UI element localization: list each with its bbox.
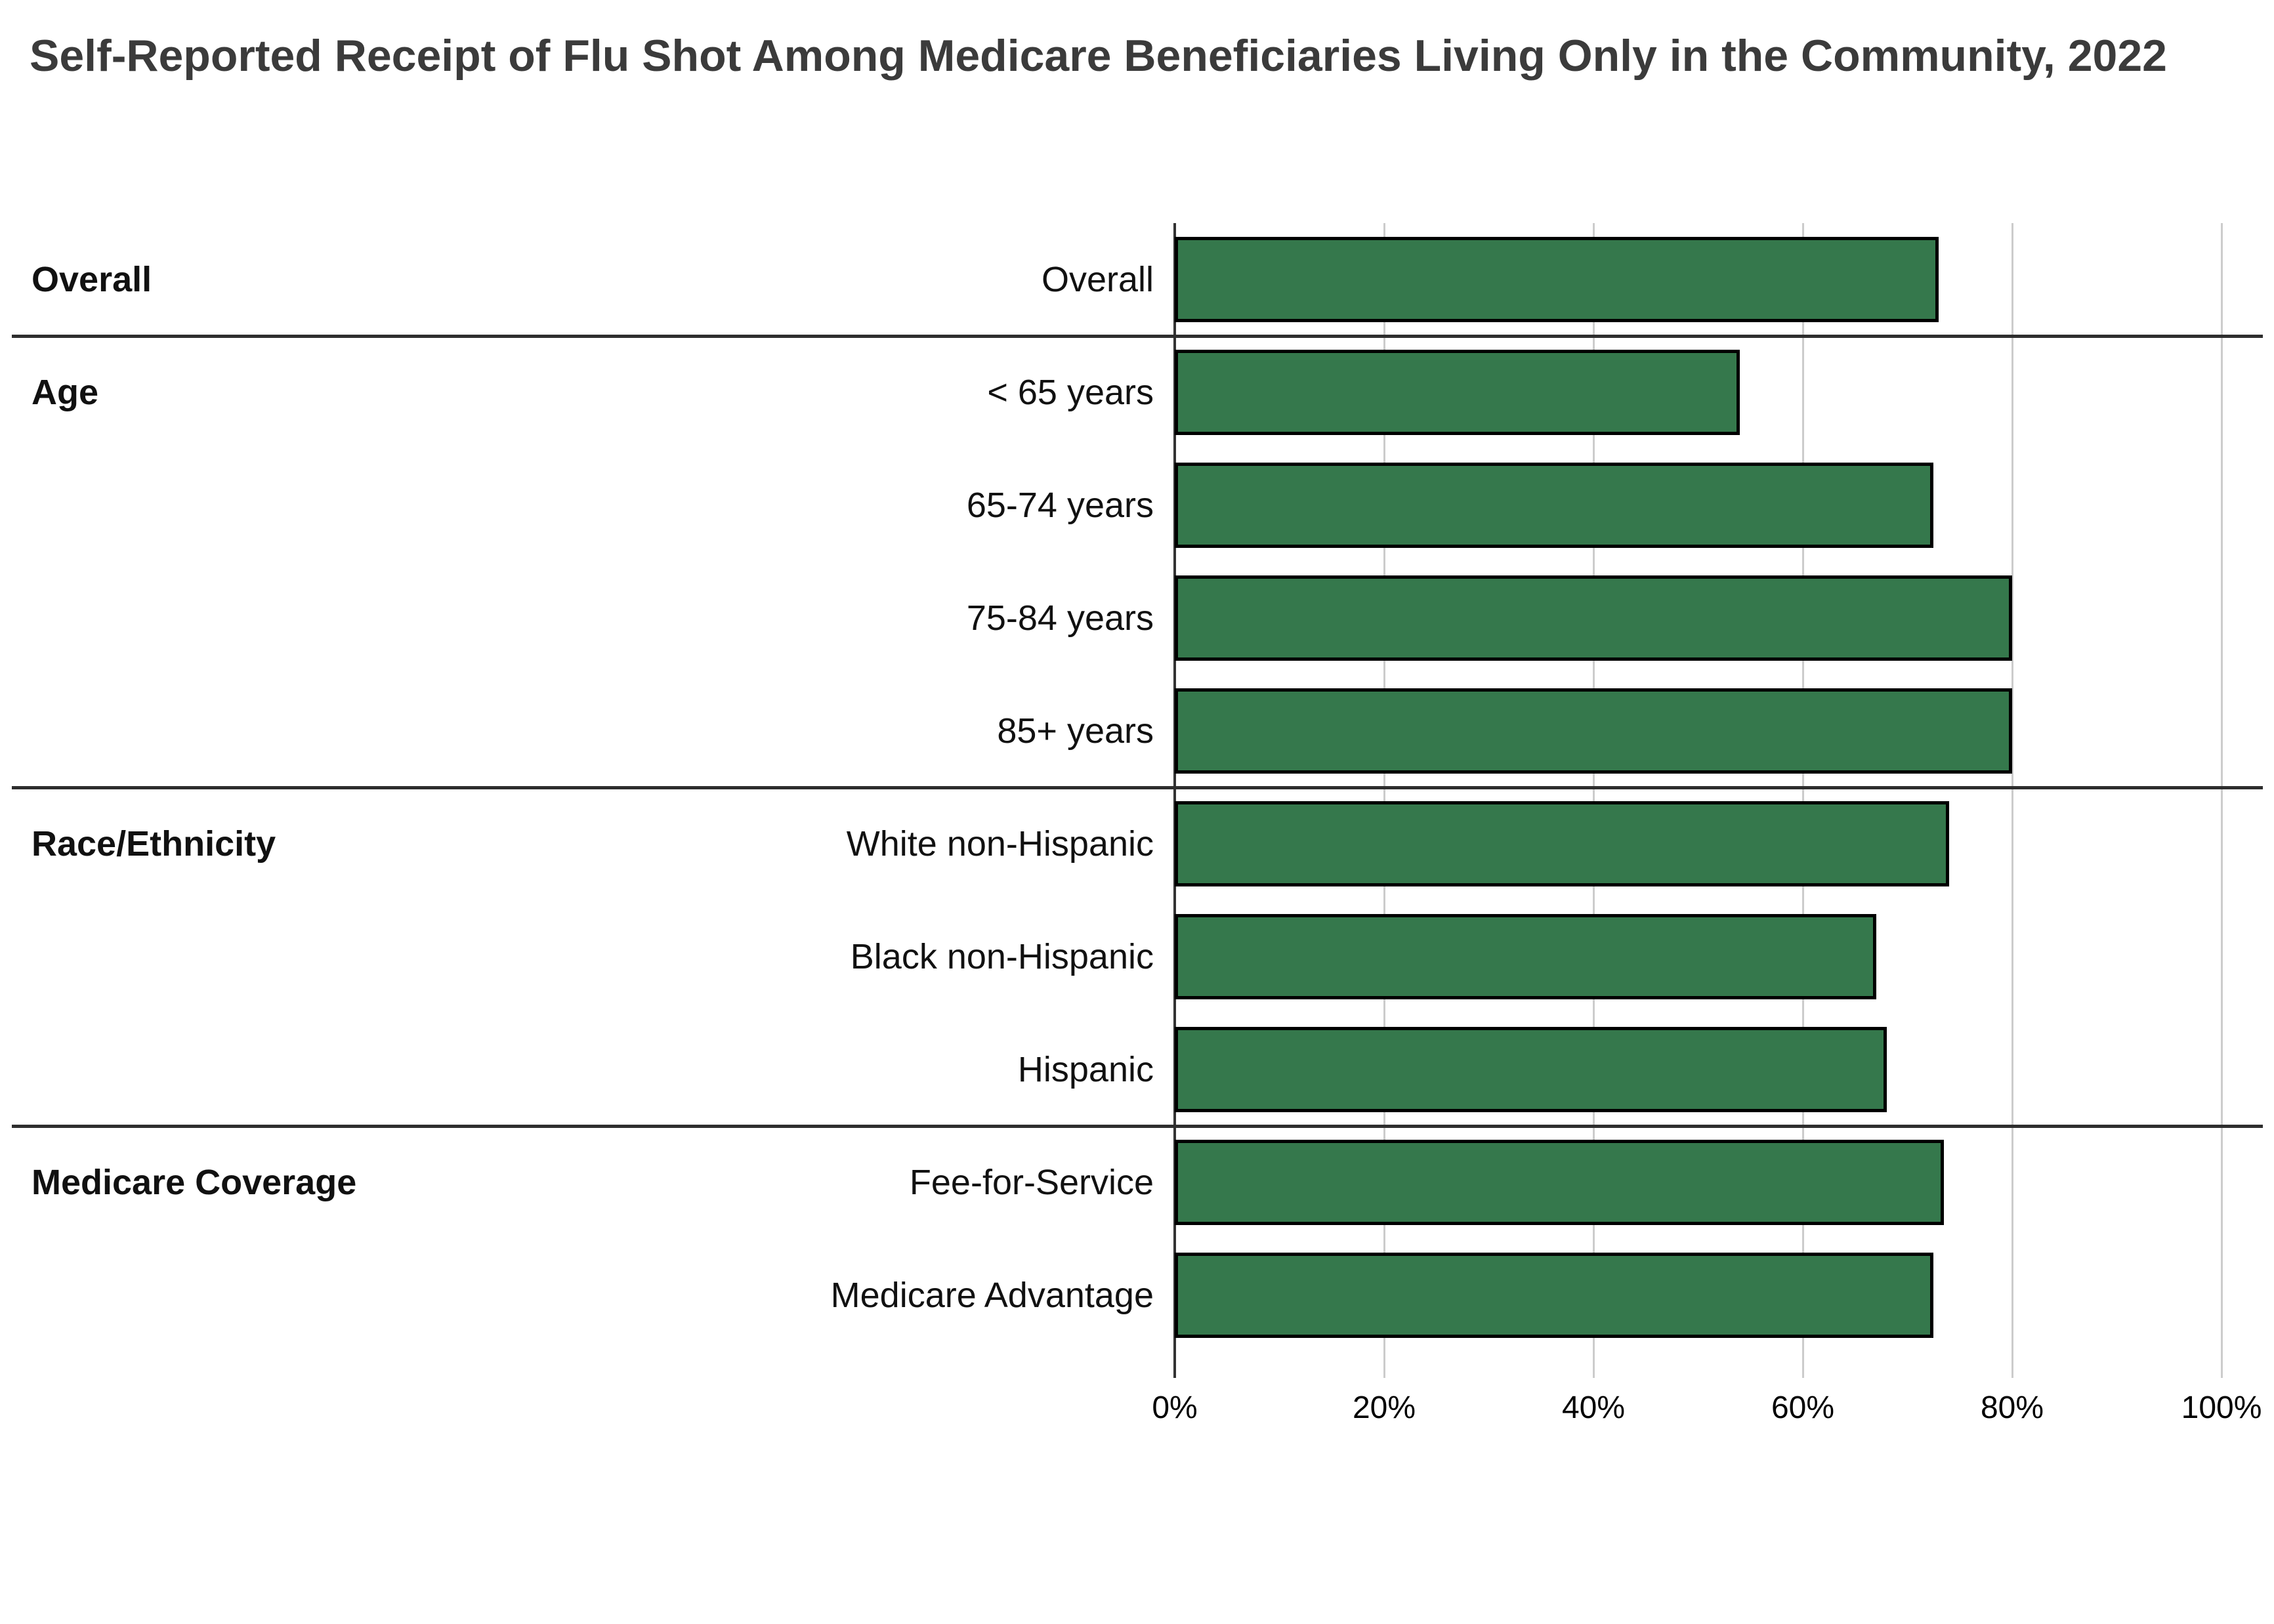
group-label: Medicare Coverage bbox=[32, 1163, 357, 1202]
gridline bbox=[1801, 223, 1804, 1378]
gridline bbox=[1592, 223, 1595, 1378]
group-separator bbox=[12, 1125, 2263, 1128]
group-label: Age bbox=[32, 373, 99, 412]
x-tick-label: 20% bbox=[1352, 1390, 1416, 1425]
bar bbox=[1175, 350, 1740, 435]
gridline bbox=[2220, 223, 2223, 1378]
x-tick-label: 80% bbox=[1980, 1390, 2044, 1425]
x-tick-label: 40% bbox=[1561, 1390, 1626, 1425]
row-label: Overall bbox=[1041, 260, 1154, 299]
row-label: White non-Hispanic bbox=[846, 824, 1154, 864]
y-axis-line bbox=[1173, 223, 1176, 1378]
bar bbox=[1175, 237, 1939, 322]
bar bbox=[1175, 688, 2012, 774]
row-label: Medicare Advantage bbox=[830, 1276, 1154, 1315]
row-label: Fee-for-Service bbox=[909, 1163, 1154, 1202]
x-tick-label: 60% bbox=[1771, 1390, 1835, 1425]
group-label: Overall bbox=[32, 260, 152, 299]
bar bbox=[1175, 1027, 1887, 1112]
gridline bbox=[2011, 223, 2013, 1378]
row-label: 65-74 years bbox=[966, 486, 1154, 525]
bar bbox=[1175, 1140, 1945, 1225]
row-label: Black non-Hispanic bbox=[850, 937, 1154, 976]
x-tick-label: 100% bbox=[2181, 1390, 2262, 1425]
bar bbox=[1175, 914, 1876, 999]
bar bbox=[1175, 801, 1950, 886]
row-label: Hispanic bbox=[1017, 1050, 1154, 1089]
row-label: 85+ years bbox=[997, 711, 1154, 751]
group-label: Race/Ethnicity bbox=[32, 824, 276, 864]
x-tick-label: 0% bbox=[1152, 1390, 1198, 1425]
group-separator bbox=[12, 786, 2263, 789]
row-label: < 65 years bbox=[987, 373, 1154, 412]
bar bbox=[1175, 575, 2012, 661]
gridline bbox=[1383, 223, 1385, 1378]
chart-title: Self-Reported Receipt of Flu Shot Among … bbox=[30, 31, 2167, 81]
group-separator bbox=[12, 335, 2263, 338]
bar bbox=[1175, 463, 1934, 548]
bar bbox=[1175, 1253, 1934, 1338]
row-label: 75-84 years bbox=[966, 598, 1154, 638]
